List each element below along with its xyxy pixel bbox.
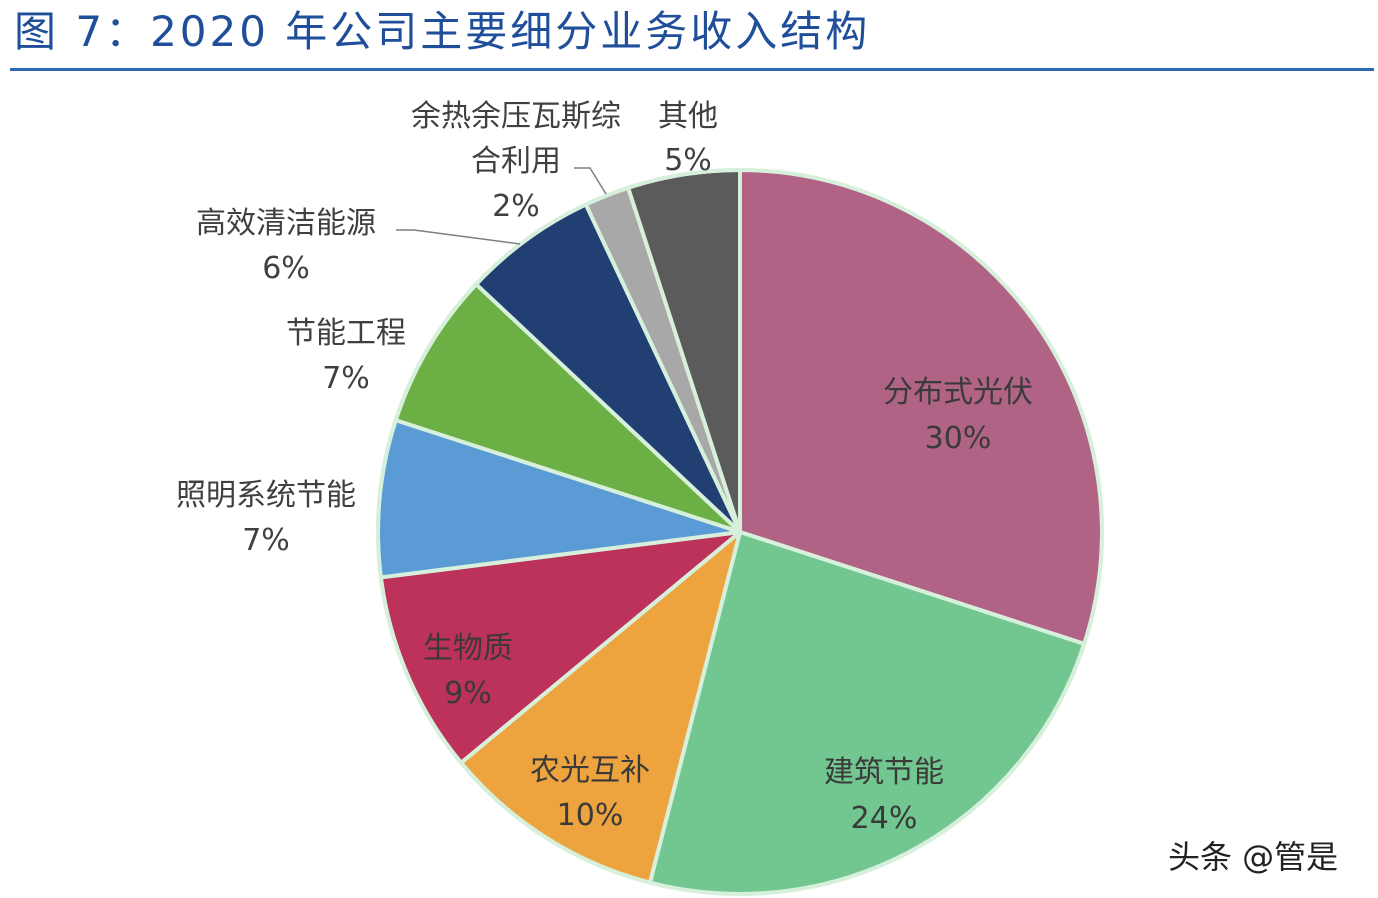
slice-3-value: 10% xyxy=(557,798,624,833)
pie-outline xyxy=(376,168,1104,896)
slice-8-label-line-2: 合利用 xyxy=(471,144,561,179)
slice-2-label: 建筑节能 xyxy=(824,755,944,790)
pie-slices xyxy=(376,168,1104,896)
slice-4-label: 生物质 xyxy=(423,631,513,666)
slice-7-label: 高效清洁能源 xyxy=(196,206,376,241)
slice-7-leader-line xyxy=(396,229,521,245)
slice-6-label: 节能工程 xyxy=(286,316,406,351)
leader-lines xyxy=(396,167,607,245)
slice-9-label: 其他 xyxy=(658,99,718,134)
slice-labels: 分布式光伏 30% 建筑节能 24% 农光互补 10% 生物质 9% 照明系统节能 7% 节能工程 7… xyxy=(176,99,1033,836)
slice-5-value: 7% xyxy=(242,523,290,558)
slice-6-value: 7% xyxy=(322,361,370,396)
slice-1-label: 分布式光伏 xyxy=(883,375,1033,410)
slice-5-label: 照明系统节能 xyxy=(176,478,356,513)
slice-1-value: 30% xyxy=(925,421,992,456)
slice-8-leader-line xyxy=(574,167,607,195)
slice-9-value: 5% xyxy=(664,143,712,178)
title-rule xyxy=(10,68,1374,71)
slice-7-value: 6% xyxy=(262,251,310,286)
slice-4-value: 9% xyxy=(444,676,492,711)
watermark: 头条 @管是 xyxy=(1168,838,1339,876)
figure-title: 图 7：2020 年公司主要细分业务收入结构 xyxy=(14,7,871,56)
slice-2-value: 24% xyxy=(851,801,918,836)
slice-3-label: 农光互补 xyxy=(530,753,650,788)
slice-8-label-line-1: 余热余压瓦斯综 xyxy=(411,99,621,134)
slice-8-value: 2% xyxy=(492,189,540,224)
